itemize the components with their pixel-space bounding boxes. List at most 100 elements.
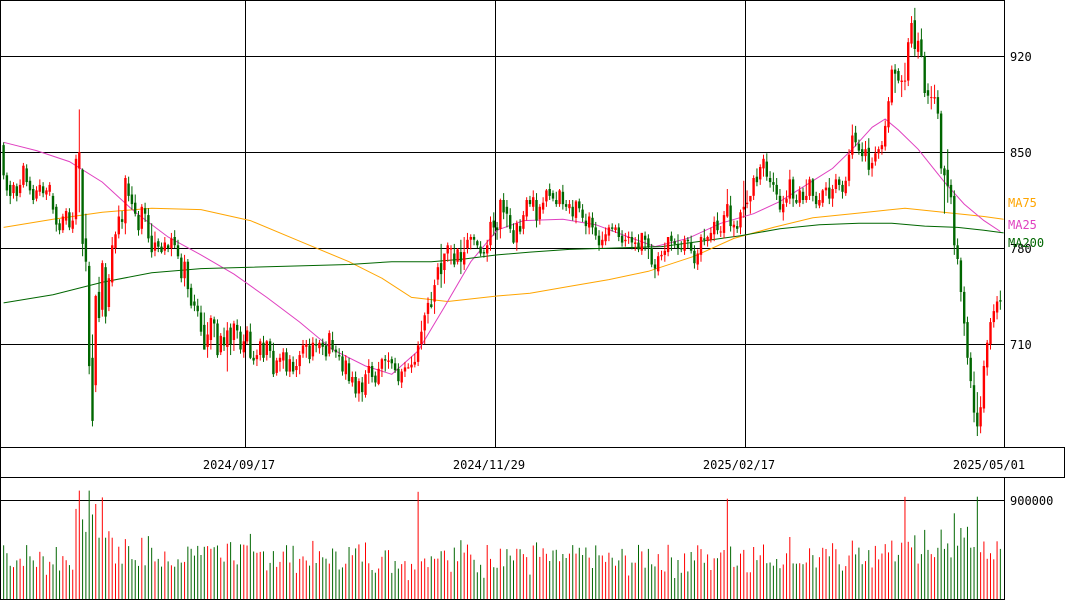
candle-body	[347, 363, 351, 382]
candle-body	[499, 200, 502, 229]
candle-body	[282, 352, 285, 361]
candle-body	[127, 183, 130, 196]
candle-body	[393, 363, 397, 371]
candle-body	[104, 267, 107, 317]
candle-body	[759, 167, 762, 180]
candle-body	[81, 169, 84, 244]
candle-body	[703, 238, 706, 240]
candle-body	[518, 226, 522, 232]
candle-body	[143, 208, 147, 214]
candle-body	[995, 301, 999, 313]
moving-average-lines	[3, 118, 1004, 375]
date-axis: 2024/09/17 2024/11/29 2025/02/17 2025/05…	[0, 447, 1065, 478]
candle-body	[709, 232, 713, 240]
candle-body	[979, 407, 982, 427]
candle-body	[775, 184, 778, 195]
legend-ma200: MA200	[1008, 236, 1044, 250]
ma-line-ma200	[3, 222, 1004, 304]
candle-body	[166, 245, 170, 248]
candle-body	[51, 195, 55, 210]
candle-body	[107, 278, 111, 307]
candle-body	[439, 263, 443, 275]
candle-body	[249, 331, 252, 358]
candle-body	[867, 147, 870, 170]
candles	[2, 7, 1002, 437]
candle-body	[982, 366, 986, 409]
candle-body	[361, 382, 364, 393]
x-tick-label: 2024/11/29	[453, 458, 525, 472]
candle-body	[213, 319, 216, 324]
candle-body	[693, 250, 696, 264]
candle-body	[25, 168, 28, 183]
candle-body	[22, 165, 25, 185]
candle-body	[512, 230, 515, 243]
candle-body	[798, 190, 801, 203]
candle-body	[239, 331, 242, 350]
candle-body	[288, 359, 291, 372]
candle-body	[35, 190, 38, 199]
candle-body	[226, 330, 229, 347]
candle-body	[111, 245, 114, 283]
volume-plot-frame	[0, 477, 1005, 600]
candle-body	[505, 206, 509, 214]
candle-body	[689, 242, 693, 251]
candle-body	[430, 304, 433, 307]
candle-body	[620, 235, 624, 243]
candle-body	[58, 223, 61, 231]
candle-body	[854, 132, 857, 143]
candle-body	[64, 211, 68, 221]
candle-body	[588, 216, 591, 228]
candle-body	[653, 264, 657, 269]
candle-body	[114, 234, 117, 248]
candle-body	[41, 186, 45, 194]
candle-body	[407, 367, 410, 369]
candle-body	[84, 238, 88, 262]
candle-body	[413, 361, 416, 365]
candle-body	[548, 189, 551, 196]
candle-body	[643, 235, 647, 240]
candle-body	[486, 245, 489, 254]
candle-body	[456, 249, 459, 262]
candle-body	[130, 194, 134, 205]
candle-body	[229, 327, 232, 345]
candle-body	[591, 217, 594, 228]
candle-body	[318, 342, 321, 349]
candle-body	[624, 239, 627, 242]
candle-body	[216, 323, 219, 356]
candle-body	[897, 71, 900, 81]
candle-body	[907, 42, 910, 81]
candle-body	[463, 252, 466, 265]
candle-body	[736, 226, 739, 229]
candle-body	[117, 216, 120, 235]
candle-body	[476, 241, 479, 246]
x-tick-label: 2024/09/17	[203, 458, 275, 472]
candle-body	[12, 184, 15, 194]
candle-body	[913, 20, 916, 49]
candle-body	[637, 242, 640, 250]
candle-body	[884, 125, 887, 147]
candle-body	[650, 248, 653, 265]
y-tick-label: 920	[1010, 50, 1032, 64]
candle-body	[976, 412, 979, 427]
candle-body	[245, 330, 249, 342]
candle-body	[101, 263, 104, 310]
candle-body	[124, 178, 127, 224]
candle-body	[604, 234, 607, 242]
candle-body	[963, 291, 966, 324]
candle-body	[374, 375, 377, 383]
candle-body	[209, 318, 213, 340]
candle-body	[630, 237, 634, 243]
candle-body	[189, 287, 193, 306]
candle-body	[762, 158, 765, 169]
candle-body	[324, 345, 328, 357]
candle-body	[380, 359, 384, 369]
candle-body	[564, 204, 568, 207]
candle-body	[558, 190, 561, 205]
candle-body	[255, 355, 259, 360]
candle-body	[390, 359, 393, 364]
candle-body	[466, 239, 469, 248]
candle-body	[479, 246, 482, 254]
candle-body	[683, 239, 686, 251]
candle-body	[97, 291, 101, 318]
